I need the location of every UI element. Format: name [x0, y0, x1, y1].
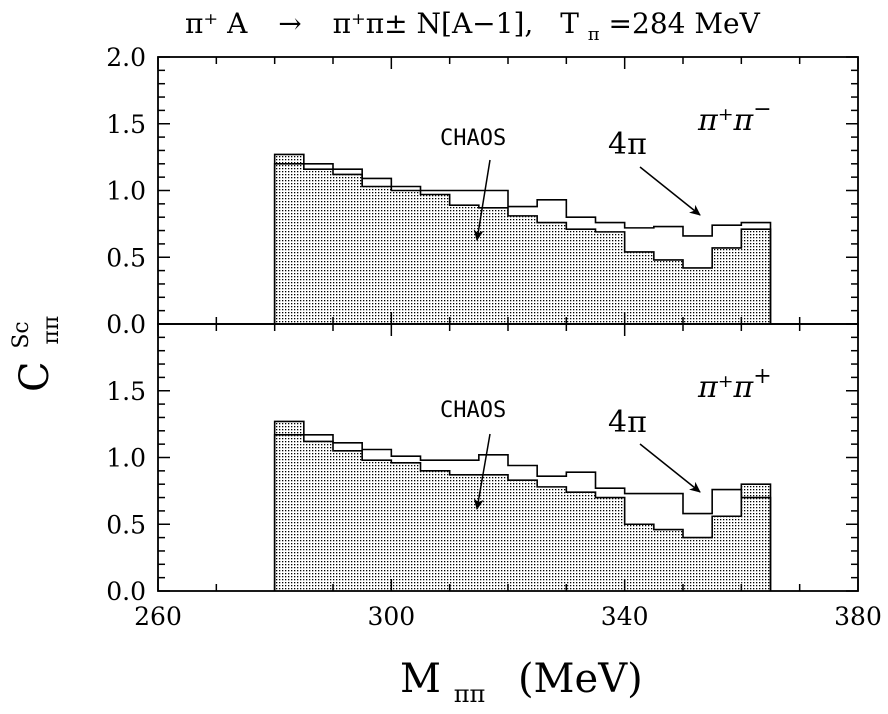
chaos-annotation: CHAOS — [440, 126, 506, 151]
chaos-bar — [478, 474, 508, 591]
chaos-bar — [683, 537, 713, 591]
chaos-bar — [595, 497, 625, 591]
chaos-bar — [362, 186, 392, 324]
panel-label-sup: − — [753, 97, 771, 122]
title-energy-label: T — [560, 7, 579, 40]
x-tick-label: 260 — [134, 602, 182, 631]
four-pi-series-line — [273, 434, 772, 591]
chaos-bar — [508, 215, 538, 324]
chaos-bar — [712, 247, 742, 324]
chaos-bar — [741, 229, 771, 324]
chaos-bar — [274, 154, 304, 324]
y-tick-label: 0.5 — [106, 510, 146, 539]
y-axis-title: C Sc ππ — [0, 309, 64, 392]
title-energy-sub: π — [588, 24, 600, 45]
chart-title: π⁺ A → π⁺π± N[A−1], T π =284 MeV — [185, 7, 761, 47]
chaos-bar — [566, 229, 596, 324]
x-tick-label: 340 — [601, 602, 649, 631]
chaos-bar — [420, 470, 450, 591]
chaos-bar — [508, 480, 538, 591]
chaos-bar — [478, 207, 508, 324]
y-axis-title-main: C — [12, 361, 58, 392]
x-axis-title-main: M — [400, 656, 441, 702]
y-tick-label: 0.5 — [106, 243, 146, 272]
chaos-bar — [683, 267, 713, 324]
chaos-bar — [420, 194, 450, 324]
chaos-bar — [653, 259, 683, 324]
chaos-bar — [449, 474, 479, 591]
chaos-bar — [391, 462, 421, 591]
panel-label: π⁺π− — [697, 97, 772, 138]
four-pi-arrow — [639, 166, 701, 216]
x-axis-title-unit: (MeV) — [518, 656, 643, 702]
title-rhs: π⁺π± N[A−1], — [333, 7, 534, 40]
x-tick-label: 300 — [367, 602, 415, 631]
chaos-bar — [712, 516, 742, 591]
x-tick-label: 380 — [834, 602, 882, 631]
y-tick-label: 1.5 — [106, 110, 146, 139]
chaos-bar — [362, 460, 392, 591]
chaos-bar — [741, 484, 771, 591]
y-tick-label: 1.0 — [106, 177, 146, 206]
chaos-series-line — [273, 153, 772, 324]
chaos-bar — [333, 450, 363, 591]
chaos-bar — [624, 524, 654, 591]
chaos-bar — [333, 174, 363, 324]
x-axis-title: M ππ (MeV) — [400, 656, 643, 709]
y-tick-label: 0.0 — [106, 577, 146, 606]
panel-label-sup: + — [753, 364, 771, 389]
chaos-bar — [391, 190, 421, 324]
chaos-bar — [537, 486, 567, 591]
title-arrow: → — [278, 7, 301, 40]
chaos-series-line — [273, 420, 772, 591]
panels: 0.00.51.01.52.0π⁺π−CHAOS 4π0.00.51.01.5 π⁺… — [106, 43, 882, 631]
chaos-annotation: CHAOS — [440, 398, 506, 423]
chaos-bar — [624, 251, 654, 324]
chaos-bar — [566, 492, 596, 591]
chaos-bar — [274, 421, 304, 591]
chaos-bar — [595, 231, 625, 324]
chaos-bar — [653, 529, 683, 591]
y-axis-title-sup: Sc — [9, 321, 34, 348]
title-energy-value: =284 MeV — [609, 7, 761, 40]
chaos-bar — [303, 169, 333, 324]
x-axis-title-sub: ππ — [454, 680, 486, 708]
chaos-arrow — [473, 433, 491, 510]
chaos-bar — [303, 441, 333, 591]
panel-label-base: π⁺π — [697, 103, 755, 138]
panel-top: 0.0 0.5 1.0 1.5 2.0 π⁺π− CHAOS 4π — [106, 43, 859, 339]
y-axis-title-sub: ππ — [39, 316, 64, 345]
chaos-bar — [537, 222, 567, 324]
panel-label: π⁺π+ — [697, 364, 772, 405]
four-pi-series-line — [273, 163, 772, 324]
y-tick-label: 0.0 — [106, 310, 146, 339]
four-pi-annotation: 4π — [608, 405, 647, 440]
panel-bottom: 0.0 0.5 1.0 1.5 π⁺π+ CHAOS 4π — [106, 323, 859, 606]
y-tick-label: 1.5 — [106, 377, 146, 406]
chaos-arrow — [473, 159, 491, 241]
y-tick-label: 2.0 — [106, 43, 146, 72]
panel-label-base: π⁺π — [697, 370, 755, 405]
y-tick-label: 1.0 — [106, 444, 146, 473]
four-pi-arrow — [639, 443, 701, 493]
chaos-bar — [449, 205, 479, 324]
four-pi-annotation: 4π — [608, 127, 647, 162]
title-lhs: π⁺ A — [185, 7, 248, 40]
